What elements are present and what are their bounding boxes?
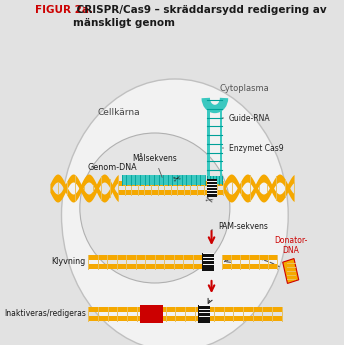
Bar	[222, 255, 277, 260]
Bar	[207, 98, 210, 178]
Text: Guide-RNA: Guide-RNA	[222, 114, 271, 122]
Bar	[206, 176, 223, 184]
Bar	[140, 305, 163, 323]
Ellipse shape	[80, 133, 230, 283]
Bar	[202, 253, 214, 271]
Bar	[118, 190, 223, 195]
Text: Genom-DNA: Genom-DNA	[87, 163, 137, 172]
Text: PAM-sekvens: PAM-sekvens	[212, 222, 268, 231]
Bar	[206, 179, 216, 197]
Text: Enzymet Cas9: Enzymet Cas9	[222, 144, 284, 152]
Text: CRISPR/Cas9 – skräddarsydd redigering av
mänskligt genom: CRISPR/Cas9 – skräddarsydd redigering av…	[73, 5, 327, 28]
Bar	[88, 307, 281, 312]
Bar	[88, 316, 281, 321]
Text: Inaktiveras/redigeras: Inaktiveras/redigeras	[4, 309, 86, 318]
Bar	[198, 305, 210, 323]
Text: Donator-
DNA: Donator- DNA	[274, 236, 308, 255]
Bar	[222, 264, 277, 269]
Text: Målsekvens: Målsekvens	[132, 154, 177, 177]
Bar	[220, 98, 222, 178]
Circle shape	[62, 79, 288, 345]
Bar	[121, 175, 205, 185]
Text: Cytoplasma: Cytoplasma	[219, 84, 269, 93]
Bar	[88, 255, 202, 260]
Text: FIGUR 2a.: FIGUR 2a.	[35, 5, 93, 15]
Text: Cellkärna: Cellkärna	[98, 108, 140, 117]
Bar	[118, 181, 223, 186]
Bar	[88, 264, 202, 269]
Text: ✂: ✂	[172, 172, 183, 184]
Text: Klyvning: Klyvning	[51, 257, 86, 266]
Text: ✂: ✂	[204, 194, 215, 206]
Bar	[283, 258, 299, 284]
